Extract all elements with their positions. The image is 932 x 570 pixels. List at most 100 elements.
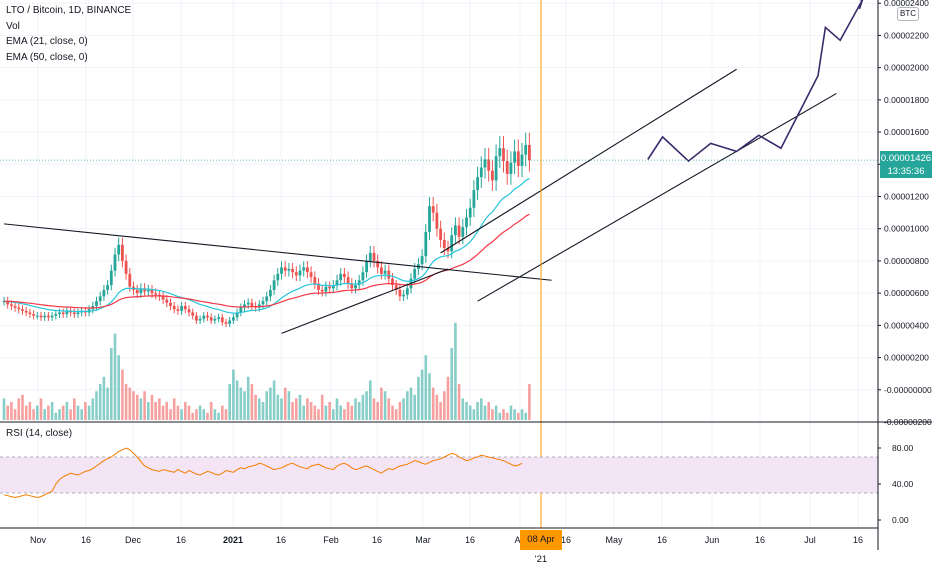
- candle-body: [121, 244, 124, 261]
- volume-bar: [406, 391, 409, 420]
- volume-bar: [394, 409, 398, 420]
- candle-body: [346, 277, 350, 284]
- chart-legend: LTO / Bitcoin, 1D, BINANCE Vol EMA (21, …: [6, 3, 131, 65]
- candle-body: [479, 167, 483, 178]
- volume-bar: [187, 405, 191, 420]
- candle-body: [465, 217, 468, 228]
- volume-bar: [376, 402, 379, 420]
- volume-bar: [143, 391, 146, 420]
- time-tick-label: Jun: [705, 535, 720, 545]
- candle-body: [24, 310, 28, 313]
- candle-body: [306, 267, 309, 273]
- volume-bar: [84, 402, 87, 420]
- countdown-value: 13:35:36: [887, 166, 925, 177]
- candle-body: [172, 306, 176, 310]
- candle-body: [47, 315, 50, 318]
- candle-body: [483, 159, 487, 168]
- ema21-label[interactable]: EMA (21, close, 0): [6, 36, 88, 47]
- volume-bar: [431, 387, 435, 420]
- candle-body: [402, 294, 405, 297]
- volume-bar: [365, 391, 368, 420]
- volume-bar: [306, 398, 309, 420]
- candle-body: [191, 312, 195, 316]
- price-tick-label: -0.00000200: [884, 417, 932, 427]
- volume-bar: [409, 387, 413, 420]
- volume-bar: [232, 369, 235, 420]
- chart-canvas[interactable]: 0.00002400 0.00002200 0.00002000 0.00001800…: [0, 0, 932, 550]
- volume-bar: [528, 384, 531, 420]
- candle-body: [424, 231, 428, 257]
- candle-body: [198, 318, 202, 321]
- volume-bar: [287, 391, 291, 420]
- candle-body: [335, 280, 339, 286]
- candle-body: [183, 306, 187, 310]
- volume-bar: [161, 405, 165, 420]
- candle-body: [357, 280, 361, 286]
- volume-bar: [350, 405, 354, 420]
- volume-bar: [487, 402, 490, 420]
- ema50-label[interactable]: EMA (50, close, 0): [6, 51, 88, 63]
- rsi-legend[interactable]: RSI (14, close): [6, 428, 73, 439]
- candle-body: [383, 270, 387, 274]
- price-tick-label: 0.00001000: [884, 224, 929, 234]
- volume-bar: [454, 322, 457, 420]
- volume-bar: [361, 394, 365, 420]
- volume-bar: [494, 405, 498, 420]
- candle-body: [394, 285, 398, 290]
- candle-body: [6, 301, 10, 305]
- volume-bar: [387, 398, 391, 420]
- volume-bar: [343, 409, 346, 420]
- volume-bar: [191, 412, 194, 420]
- candle-body: [32, 314, 35, 316]
- volume-bar: [110, 348, 113, 420]
- ema21-line: [3, 178, 530, 314]
- candle-body: [350, 283, 354, 289]
- candle-body: [102, 289, 106, 297]
- candle-body: [43, 315, 47, 318]
- volume-bar: [76, 405, 80, 420]
- candle-body: [502, 148, 505, 162]
- volume-bar: [354, 398, 357, 420]
- symbol-title[interactable]: LTO / Bitcoin, 1D, BINANCE: [6, 5, 132, 16]
- volume-bar: [491, 409, 494, 420]
- trendline-channel-lower: [477, 92, 837, 302]
- candle-body: [276, 273, 280, 281]
- time-tick-label: Jul: [804, 535, 816, 545]
- candle-body: [58, 312, 61, 315]
- candle-body: [21, 309, 24, 311]
- last-price-value: 0.00001426: [880, 153, 932, 164]
- candle-body: [65, 310, 69, 315]
- volume-bar: [346, 402, 350, 420]
- candle-body: [331, 285, 335, 289]
- volume-bar: [302, 405, 305, 420]
- volume-bar: [43, 409, 46, 420]
- volume-bar: [21, 394, 24, 420]
- volume-bar: [228, 384, 231, 420]
- price-tick-label: 0.00000600: [884, 288, 929, 298]
- trendline-channel-upper: [440, 68, 737, 254]
- candle-body: [505, 161, 509, 174]
- candle-body: [328, 286, 331, 289]
- volume-bar: [61, 405, 65, 420]
- candle-body: [516, 151, 520, 166]
- currency-badge[interactable]: BTC: [897, 7, 919, 21]
- candle-body: [50, 315, 54, 318]
- candle-body: [243, 304, 246, 308]
- candle-body: [261, 301, 265, 305]
- volume-bar: [165, 402, 169, 420]
- candle-body: [95, 301, 98, 307]
- candle-body: [213, 318, 217, 321]
- volume-bar: [276, 394, 280, 420]
- volume-bar: [224, 409, 228, 420]
- volume-bar: [87, 405, 91, 420]
- volume-label[interactable]: Vol: [6, 20, 20, 32]
- candle-body: [313, 277, 317, 284]
- volume-bar: [184, 402, 187, 420]
- candle-body: [405, 288, 409, 295]
- candle-body: [454, 225, 457, 236]
- volume-bar: [283, 387, 287, 420]
- volume-bar: [483, 405, 487, 420]
- volume-bar: [32, 409, 35, 420]
- volume-bar: [50, 402, 54, 420]
